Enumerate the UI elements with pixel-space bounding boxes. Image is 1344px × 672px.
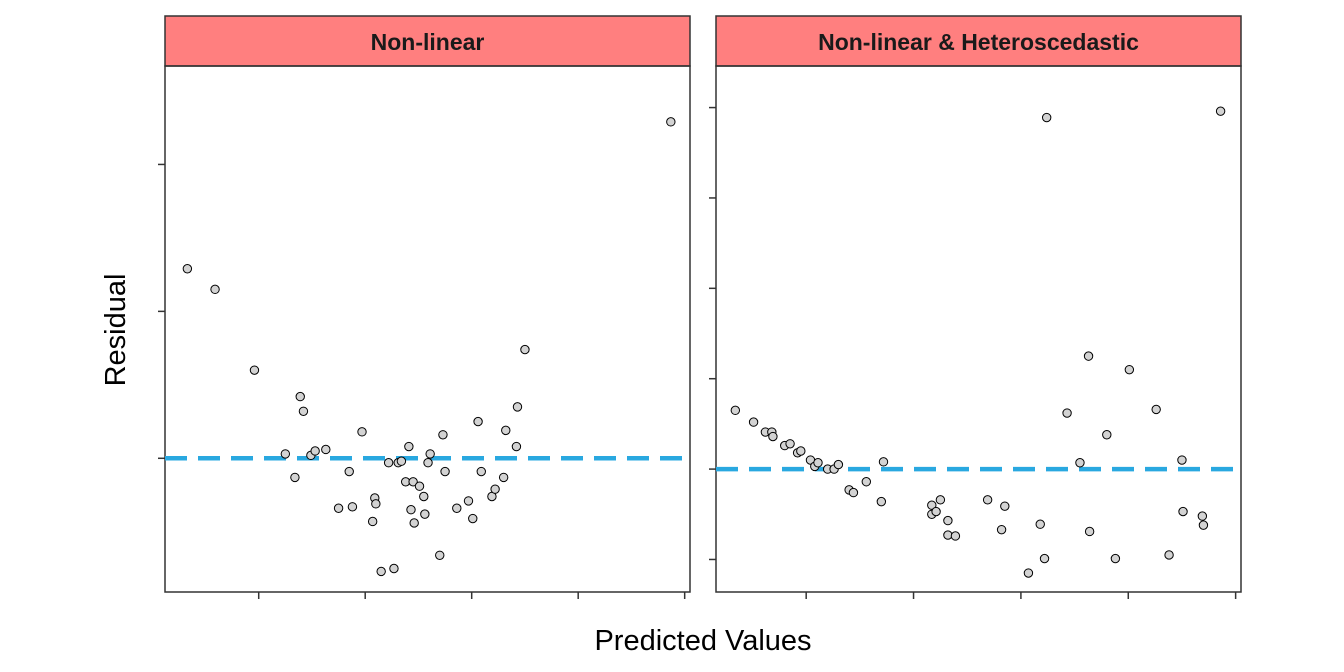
data-point — [1215, 106, 1226, 116]
data-point — [406, 505, 416, 515]
panel-non-linear-heteroscedastic: Non-linear & Heteroscedastic — [709, 15, 1242, 599]
panel-strip — [164, 15, 691, 67]
data-point — [1178, 506, 1188, 517]
data-point — [463, 496, 474, 506]
data-point — [950, 531, 961, 541]
data-point — [440, 466, 450, 477]
data-point — [1124, 364, 1135, 375]
data-point — [1039, 553, 1050, 564]
data-point — [996, 524, 1007, 535]
data-point — [423, 458, 433, 468]
data-point — [876, 496, 887, 507]
data-point — [290, 472, 300, 483]
data-point — [404, 441, 414, 452]
x-axis — [805, 592, 1237, 599]
data-point — [1177, 455, 1187, 465]
points-layer — [182, 117, 676, 577]
data-point — [848, 487, 859, 498]
plot-area — [164, 65, 691, 593]
data-point — [396, 456, 407, 466]
data-point — [878, 457, 889, 467]
data-point — [730, 405, 741, 416]
data-point — [1197, 511, 1208, 521]
data-point — [498, 472, 509, 483]
data-point — [280, 449, 291, 459]
y-axis — [709, 106, 716, 561]
data-point — [419, 491, 429, 502]
data-point — [249, 365, 260, 375]
data-point — [520, 344, 530, 355]
data-point — [512, 402, 523, 412]
data-point — [1083, 351, 1094, 361]
data-point — [298, 406, 309, 416]
data-point — [1084, 526, 1095, 537]
data-point — [1075, 458, 1085, 468]
data-point — [1000, 501, 1010, 511]
data-point — [473, 416, 483, 427]
x-axis-title: Predicted Values — [594, 625, 811, 657]
data-point — [943, 515, 953, 526]
panel-non-linear: Non-linear — [158, 15, 691, 599]
data-point — [1102, 430, 1112, 440]
data-point — [408, 477, 418, 487]
data-point — [182, 264, 193, 274]
data-point — [1023, 568, 1034, 578]
data-point — [344, 466, 354, 477]
data-point — [768, 431, 778, 442]
data-point — [376, 566, 386, 577]
data-point — [295, 391, 305, 402]
data-point — [501, 425, 511, 436]
data-point — [1062, 408, 1072, 418]
data-point — [796, 446, 806, 456]
plot-area — [715, 65, 1242, 593]
data-point — [409, 518, 419, 528]
data-point — [1041, 112, 1052, 123]
data-point — [438, 430, 448, 440]
data-point — [1035, 519, 1045, 529]
data-point — [511, 441, 522, 452]
data-point — [367, 516, 378, 527]
data-point — [927, 500, 937, 510]
data-point — [785, 439, 795, 449]
panel-title: Non-linear — [371, 29, 485, 55]
data-point — [310, 446, 320, 456]
data-point — [210, 284, 220, 295]
data-point — [383, 458, 394, 468]
data-point — [452, 503, 462, 513]
data-point — [347, 502, 358, 512]
data-point — [813, 458, 823, 468]
data-point — [982, 495, 993, 505]
y-axis — [158, 163, 165, 460]
data-point — [935, 495, 946, 505]
data-point — [420, 509, 430, 519]
data-point — [476, 466, 486, 477]
y-axis-title: Residual — [100, 274, 132, 387]
x-axis — [257, 592, 686, 599]
data-point — [414, 481, 425, 491]
data-point — [490, 484, 500, 494]
data-point — [468, 513, 478, 524]
data-point — [1151, 404, 1161, 415]
data-point — [435, 550, 445, 560]
data-point — [357, 427, 367, 437]
data-point — [389, 563, 399, 574]
points-layer — [730, 106, 1226, 578]
data-point — [666, 117, 676, 127]
data-point — [833, 459, 844, 470]
data-point — [931, 506, 941, 517]
data-point — [1198, 520, 1209, 530]
data-point — [321, 444, 331, 455]
data-point — [748, 417, 759, 427]
data-point — [1164, 550, 1174, 560]
data-point — [425, 449, 435, 459]
panel-title: Non-linear & Heteroscedastic — [818, 29, 1139, 55]
data-point — [1110, 553, 1121, 564]
data-point — [333, 503, 344, 513]
data-point — [861, 477, 872, 487]
data-point — [371, 499, 381, 509]
